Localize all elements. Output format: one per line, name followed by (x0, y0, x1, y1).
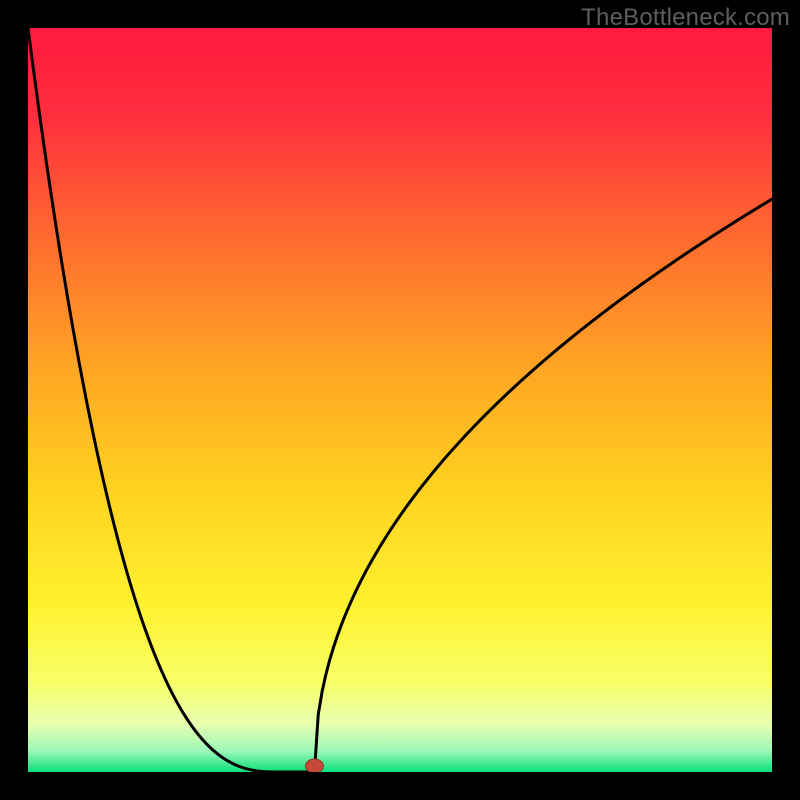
watermark-text: TheBottleneck.com (581, 4, 790, 32)
plot-svg (28, 28, 772, 772)
plot-area (28, 28, 772, 772)
optimal-point-marker (305, 759, 323, 772)
gradient-background (28, 28, 772, 772)
